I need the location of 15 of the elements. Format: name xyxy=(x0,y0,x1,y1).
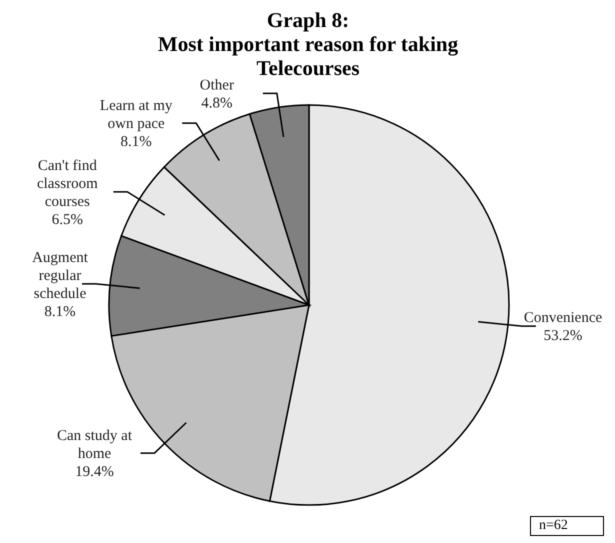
slice-label: Can study at home xyxy=(57,428,133,462)
data-label: 8.1% xyxy=(44,304,76,320)
chart-title: Graph 8: xyxy=(266,8,350,32)
data-label: 19.4% xyxy=(75,464,114,480)
data-label: 53.2% xyxy=(544,328,582,344)
slice-label: Augment regular schedule xyxy=(32,250,89,302)
data-label: 6.5% xyxy=(52,212,83,228)
text: n=62 xyxy=(530,516,604,536)
data-label: 4.8% xyxy=(201,95,233,112)
slice-label: Can't find classroom courses xyxy=(36,158,98,210)
slice-label: Convenience xyxy=(524,310,602,326)
slice-label: Learn at my own pace xyxy=(100,98,173,132)
slice-label: Other xyxy=(200,77,234,94)
data-label: 8.1% xyxy=(120,134,152,150)
chart-subtitle: Most important reason for taking Telecourses xyxy=(158,32,458,80)
